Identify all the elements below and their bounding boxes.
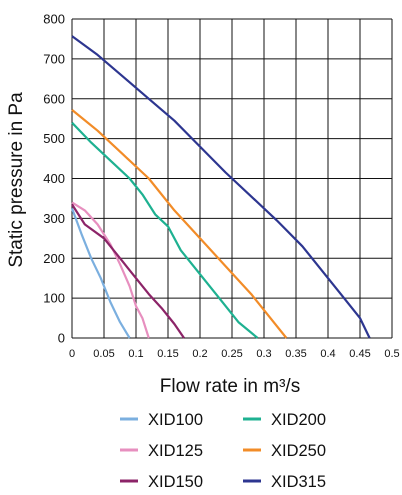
- series-line-xid250: [71, 109, 288, 339]
- series-line-xid315: [71, 35, 371, 339]
- x-tick-label: 0.4: [320, 348, 335, 360]
- x-tick-label: 0.25: [221, 348, 242, 360]
- x-tick-label: 0.2: [192, 348, 207, 360]
- y-tick-label: 0: [58, 331, 65, 346]
- legend-label-xid150: XID150: [148, 473, 203, 491]
- y-axis-title: Static pressure in Pa: [6, 92, 27, 268]
- x-tick-label: 0.3: [256, 348, 271, 360]
- x-tick-label: 0: [69, 348, 75, 360]
- chart-grid: [71, 18, 393, 339]
- legend-label-xid250: XID250: [271, 442, 326, 460]
- x-tick-label: 0.35: [285, 348, 306, 360]
- x-axis-tick-labels: 0 0.05 0.1 0.15 0.2 0.25 0.3 0.35 0.4 0.45 0.5: [69, 348, 400, 360]
- legend-label-xid100: XID100: [148, 411, 203, 429]
- y-tick-label: 400: [43, 171, 65, 186]
- series-line-xid150: [71, 203, 185, 339]
- legend-label-xid125: XID125: [148, 442, 203, 460]
- y-tick-label: 100: [43, 291, 65, 306]
- legend-label-xid200: XID200: [271, 411, 326, 429]
- x-axis-title: Flow rate in m³/s: [160, 376, 300, 397]
- x-tick-label: 0.05: [93, 348, 114, 360]
- y-axis-tick-labels: 0 100 200 300 400 500 600 700 800: [43, 12, 65, 346]
- y-tick-label: 700: [43, 51, 65, 66]
- chart-legend: XID100 XID125 XID150 XID200 XID250 XID315: [120, 411, 326, 491]
- x-tick-label: 0.15: [157, 348, 178, 360]
- series-line-xid100: [70, 208, 131, 339]
- legend-label-xid315: XID315: [271, 473, 326, 491]
- series-line-xid125: [71, 201, 150, 339]
- series-lines: [70, 35, 371, 339]
- y-tick-label: 300: [43, 211, 65, 226]
- y-tick-label: 500: [43, 131, 65, 146]
- x-tick-label: 0.1: [128, 348, 143, 360]
- x-tick-label: 0.5: [384, 348, 399, 360]
- y-tick-label: 600: [43, 91, 65, 106]
- x-tick-label: 0.45: [349, 348, 370, 360]
- y-tick-label: 200: [43, 251, 65, 266]
- y-tick-label: 800: [43, 12, 65, 27]
- series-line-xid200: [71, 121, 259, 339]
